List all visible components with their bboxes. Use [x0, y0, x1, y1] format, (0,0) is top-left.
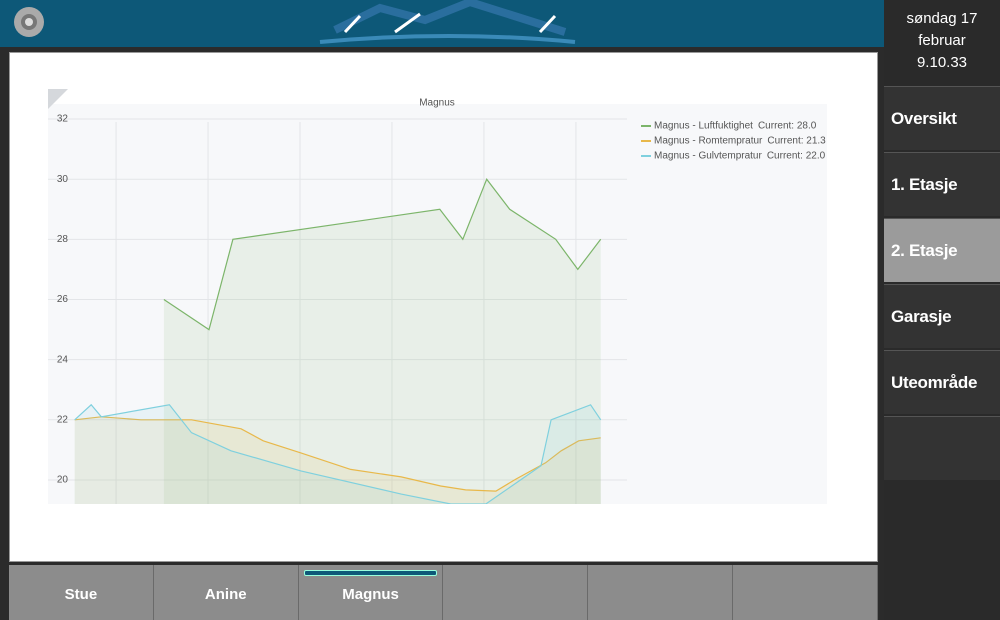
- chart: Magnus 20 22 24 26 28 30 32 Magnus - Luftfuktig…: [48, 89, 827, 504]
- chart-panel: Magnus 20 22 24 26 28 30 32 Magnus - Luftfuktig…: [9, 52, 878, 562]
- y-tick-label: 30: [57, 174, 69, 185]
- line: [74, 416, 601, 492]
- area: [74, 416, 601, 504]
- date-time: søndag 17 februar 9.10.33: [884, 0, 1000, 84]
- date-line: søndag 17: [906, 10, 978, 27]
- area: [163, 179, 601, 504]
- header: [0, 0, 884, 47]
- export-icon[interactable]: [48, 89, 68, 109]
- tab-empty: [443, 565, 589, 620]
- header-art: [14, 0, 576, 44]
- nav-item[interactable]: Uteområde: [884, 350, 1000, 414]
- tab-bar: Stue Anine Magnus: [9, 565, 878, 620]
- nav-item[interactable]: Oversikt: [884, 86, 1000, 150]
- tab-empty: [588, 565, 734, 620]
- area: [74, 404, 601, 504]
- nav-item[interactable]: 1. Etasje: [884, 152, 1000, 216]
- y-tick-label: 32: [57, 114, 69, 125]
- date-line: februar: [918, 32, 966, 49]
- tab[interactable]: Anine: [153, 565, 299, 620]
- tab[interactable]: Magnus: [298, 565, 444, 620]
- y-tick-label: 20: [57, 475, 69, 486]
- legend-current: Current: 22.0: [767, 151, 826, 162]
- line: [74, 403, 602, 504]
- line: [163, 177, 602, 331]
- legend-current: Current: 21.3: [767, 136, 826, 147]
- chart-title: Magnus: [419, 98, 455, 109]
- y-tick-label: 22: [57, 414, 69, 425]
- nav-item[interactable]: 2. Etasje: [884, 218, 1000, 282]
- sidebar: søndag 17 februar 9.10.33 Oversikt 1. Eta…: [884, 0, 1000, 620]
- nav-empty: [884, 416, 1000, 480]
- legend-current: Current: 28.0: [758, 121, 817, 132]
- legend-label: Magnus - Romtempratur: [654, 136, 763, 147]
- y-tick-label: 28: [57, 234, 69, 245]
- logo: [319, 0, 576, 44]
- legend-label: Magnus - Luftfuktighet: [654, 121, 753, 132]
- y-tick-label: 26: [57, 294, 69, 305]
- nav-list: Oversikt 1. Etasje 2. Etasje Garasje Uteområ…: [884, 86, 1000, 414]
- plot-background: [48, 104, 827, 504]
- tab-empty: [733, 565, 878, 620]
- legend-label: Magnus - Gulvtempratur: [654, 151, 762, 162]
- nav-item[interactable]: Garasje: [884, 284, 1000, 348]
- time: 9.10.33: [916, 54, 968, 71]
- y-tick-label: 24: [57, 354, 69, 365]
- settings-icon[interactable]: [14, 7, 44, 37]
- tab[interactable]: Stue: [9, 565, 154, 620]
